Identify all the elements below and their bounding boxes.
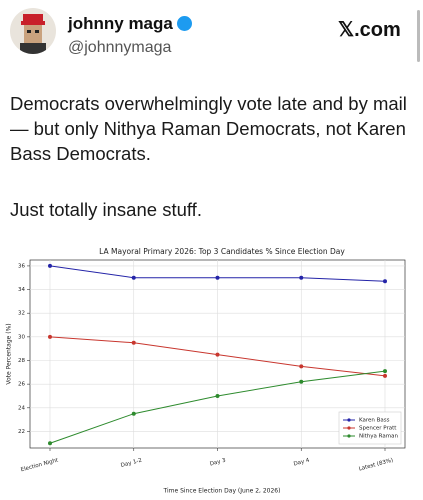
tweet-text: Just totally insane stuff. — [10, 199, 202, 220]
x-tick-label: Day 1-2 — [120, 458, 142, 469]
tweet-text: Democrats overwhelmingly vote late and b… — [10, 93, 407, 164]
data-point — [383, 373, 387, 378]
y-tick-label: 24 — [18, 405, 25, 411]
data-point — [48, 441, 52, 446]
y-tick-label: 28 — [18, 358, 25, 364]
data-point — [215, 393, 220, 398]
x-tick-label: Day 3 — [209, 457, 227, 467]
data-point — [215, 352, 220, 357]
legend-marker — [347, 426, 351, 430]
data-point — [131, 275, 136, 280]
legend-label: Spencer Pratt — [359, 426, 397, 432]
avatar[interactable] — [10, 8, 56, 54]
avatar-art — [20, 14, 46, 54]
x-axis-label: Time Since Election Day (June 2, 2026) — [163, 488, 281, 495]
y-tick-label: 34 — [18, 287, 25, 293]
scrollbar[interactable] — [417, 10, 420, 62]
legend-label: Karen Bass — [359, 418, 390, 424]
verified-badge — [176, 16, 192, 31]
data-point — [383, 369, 387, 374]
name-text: johnny maga — [68, 14, 173, 33]
chart: LA Mayoral Primary 2026: Top 3 Candidate… — [6, 247, 406, 495]
chart-title: LA Mayoral Primary 2026: Top 3 Candidate… — [99, 247, 345, 256]
legend-marker — [347, 434, 351, 438]
y-tick-label: 36 — [18, 263, 25, 269]
data-point — [48, 263, 52, 268]
data-point — [131, 340, 136, 345]
y-tick-label: 26 — [18, 382, 25, 388]
x-tick-label: Latest (83%) — [358, 458, 394, 473]
legend-marker — [347, 418, 351, 422]
data-point — [131, 411, 136, 416]
display-name[interactable]: johnny maga — [68, 14, 192, 34]
handle[interactable]: @johnnymaga — [68, 39, 172, 56]
data-point — [299, 364, 304, 369]
data-point — [299, 379, 304, 384]
site-logo: 𝕏.com — [338, 19, 401, 41]
y-tick-label: 30 — [18, 334, 25, 340]
data-point — [215, 275, 220, 280]
y-axis-label: Vote Percentage (%) — [6, 323, 13, 384]
legend-label: Nithya Raman — [359, 434, 398, 440]
x-tick-label: Day 4 — [293, 457, 311, 467]
x-tick-label: Election Night — [20, 457, 60, 473]
data-point — [383, 279, 387, 284]
data-point — [48, 334, 52, 339]
y-tick-label: 22 — [18, 429, 25, 435]
data-point — [299, 275, 304, 280]
y-tick-label: 32 — [18, 311, 25, 317]
